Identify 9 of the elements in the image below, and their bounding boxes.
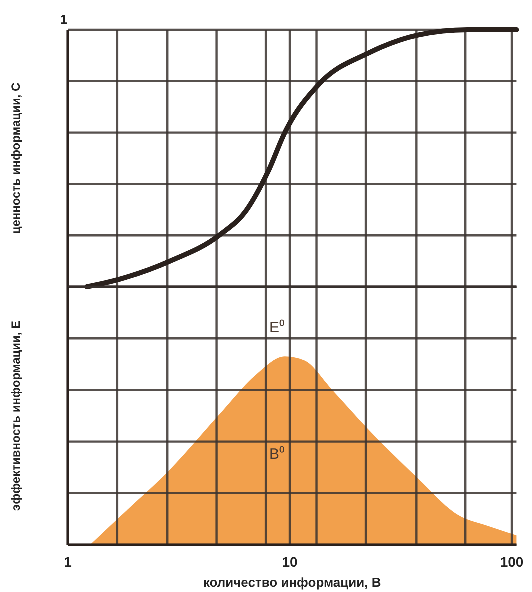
x-tick-label: 1	[64, 554, 72, 570]
annotation: B⁰	[270, 446, 285, 463]
y-axis-title: ценность информации, С	[9, 82, 23, 234]
text: 1	[60, 12, 68, 27]
x-axis-title: количество информации, В	[203, 575, 382, 590]
x-tick-label: 100	[500, 554, 524, 570]
y-axis-title: эффективность информации, Е	[9, 320, 23, 512]
x-tick-label: 10	[282, 554, 298, 570]
text: E⁰	[270, 320, 285, 337]
